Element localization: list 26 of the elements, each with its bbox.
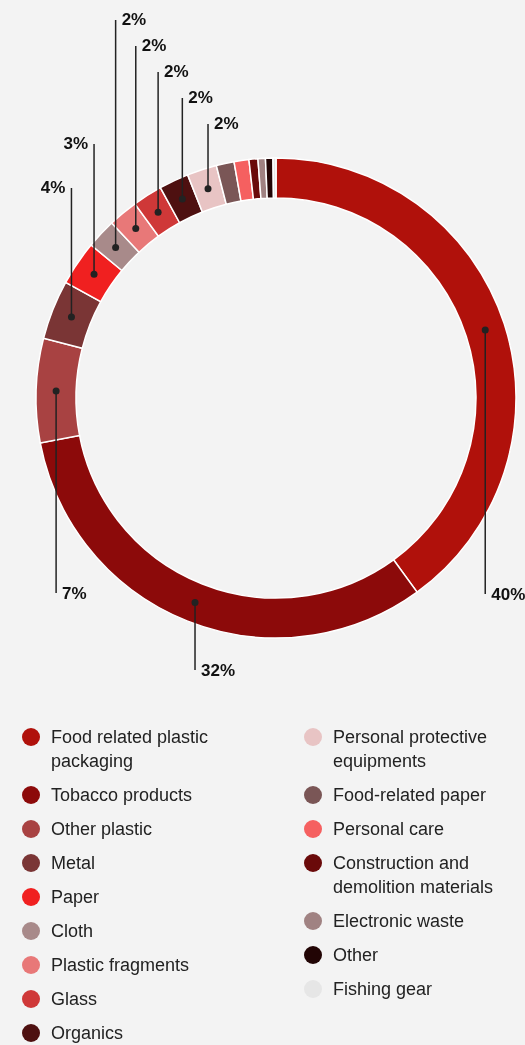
legend-label: Cloth <box>51 921 94 941</box>
data-label: 4% <box>40 178 66 197</box>
legend-label: Tobacco products <box>51 785 193 805</box>
legend-label: Food-related paper <box>333 785 487 805</box>
data-label: 2% <box>121 10 147 29</box>
data-label: 7% <box>62 584 87 603</box>
data-label: 32% <box>201 661 236 680</box>
data-label: 40% <box>491 585 525 604</box>
legend-label: Plastic fragments <box>51 955 190 975</box>
legend-label: Other <box>333 945 379 965</box>
legend-label: Organics <box>51 1023 124 1043</box>
data-label: 3% <box>63 134 89 153</box>
legend-label: Fishing gear <box>333 979 433 999</box>
legend-label: Construction and demolition materials <box>333 853 494 897</box>
data-label: 2% <box>164 62 189 81</box>
legend-label: Electronic waste <box>333 911 465 931</box>
legend-label: Metal <box>51 853 96 873</box>
legend-label: Paper <box>51 887 100 907</box>
legend-label: Other plastic <box>51 819 153 839</box>
legend-label: Personal protective equipments <box>333 727 488 771</box>
legend-label: Food related plastic packaging <box>51 727 209 771</box>
data-label: 2% <box>188 88 213 107</box>
legend-label: Personal care <box>333 819 445 839</box>
legend-label: Glass <box>51 989 98 1009</box>
data-label: 2% <box>141 36 167 55</box>
data-label: 2% <box>214 114 239 133</box>
